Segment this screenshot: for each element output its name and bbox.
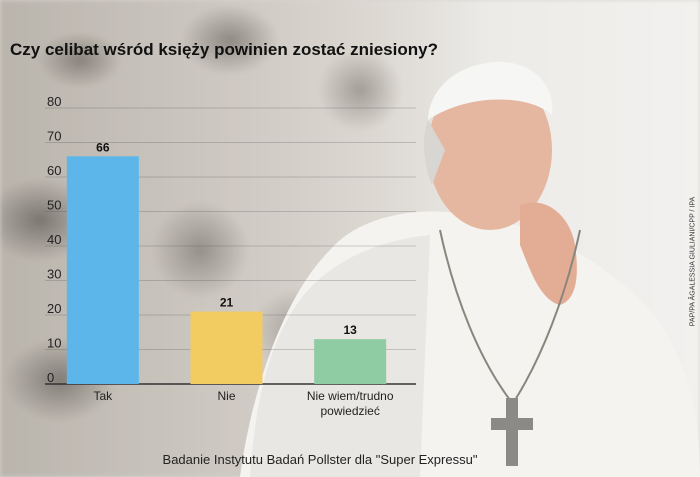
data-label: 13 xyxy=(343,323,357,337)
bar xyxy=(314,339,387,384)
y-tick-label: 30 xyxy=(47,267,61,282)
bar xyxy=(66,156,139,384)
y-tick-label: 80 xyxy=(47,94,61,109)
y-tick-label: 50 xyxy=(47,198,61,213)
y-tick-label: 20 xyxy=(47,301,61,316)
x-tick-label: Tak xyxy=(93,389,113,403)
y-tick-label: 40 xyxy=(47,232,61,247)
x-tick-label: powiedzieć xyxy=(320,404,379,418)
photo-credit: PAP/PA ÂGALESSIA GIULIANI/CPP / IPA xyxy=(684,192,697,342)
data-label: 66 xyxy=(96,140,110,154)
bar xyxy=(190,311,263,384)
photo-credit-text: PAP/PA ÂGALESSIA GIULIANI/CPP / IPA xyxy=(689,196,697,327)
x-tick-label: Nie xyxy=(217,389,235,403)
y-tick-label: 60 xyxy=(47,163,61,178)
source-note: Badanie Instytutu Badań Pollster dla "Su… xyxy=(162,452,478,467)
y-tick-label: 70 xyxy=(47,129,61,144)
data-label: 21 xyxy=(220,296,234,310)
y-tick-label: 10 xyxy=(47,336,61,351)
x-tick-label: Nie wiem/trudno xyxy=(307,389,394,403)
y-tick-label: 0 xyxy=(47,370,54,385)
chart-title: Czy celibat wśród księży powinien zostać… xyxy=(10,40,438,59)
